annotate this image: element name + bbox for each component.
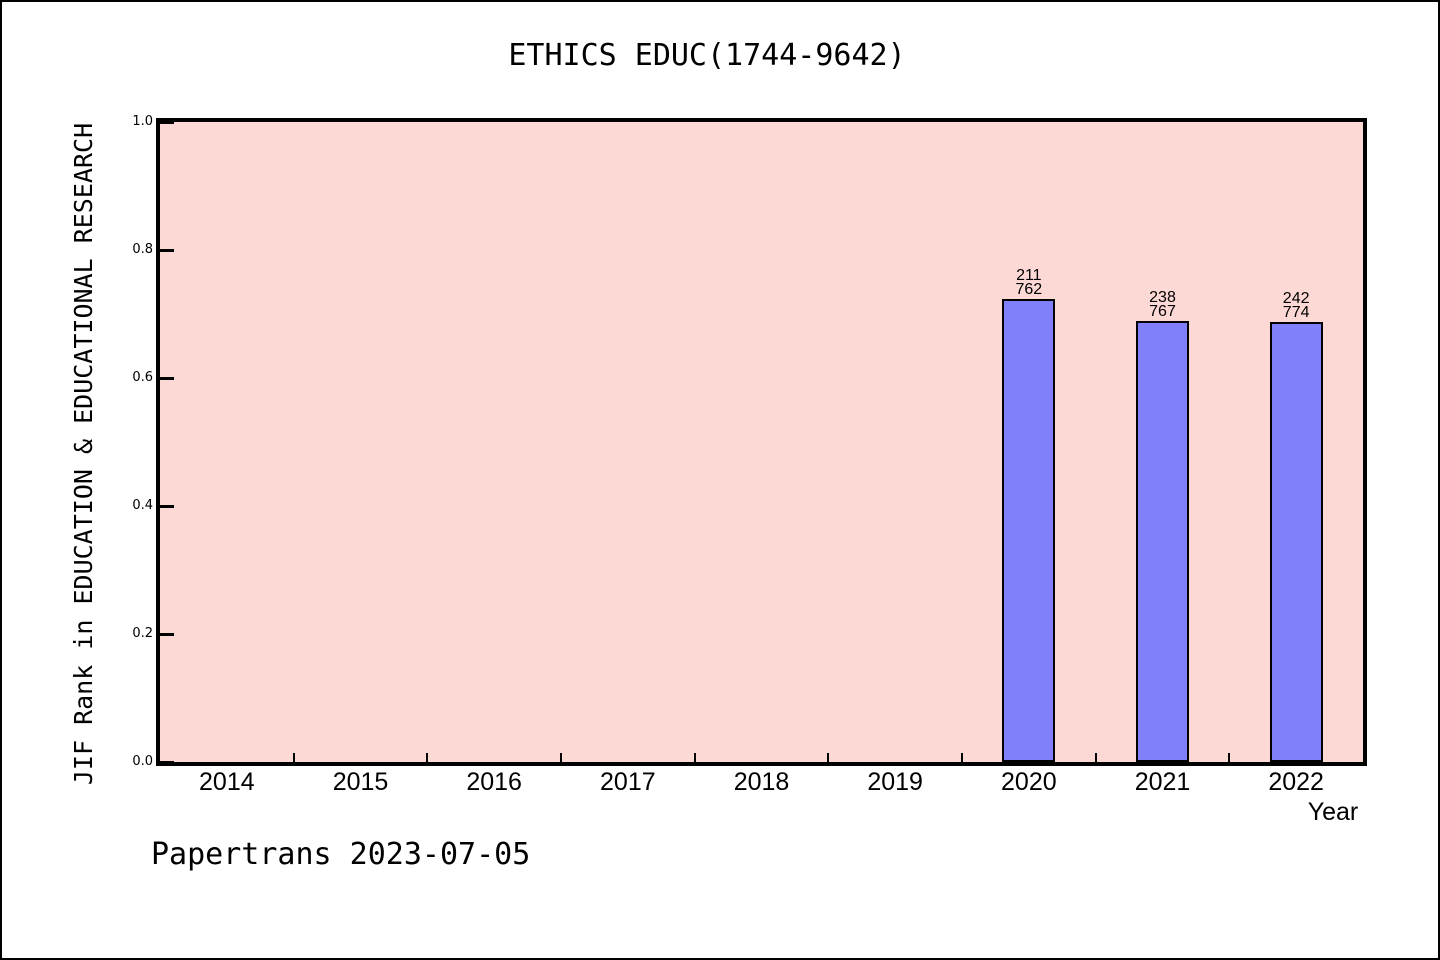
bar-value-label-2022: 242 774 — [1236, 290, 1356, 322]
x-tick-mark — [292, 753, 295, 762]
x-tick-label: 2019 — [867, 768, 923, 796]
bar-2021 — [1136, 320, 1189, 762]
y-tick-mark — [160, 120, 174, 124]
bar-value-label-2021: 238 767 — [1103, 288, 1223, 320]
y-tick-mark — [160, 632, 174, 636]
x-tick-mark — [1094, 753, 1097, 762]
x-tick-mark — [827, 753, 830, 762]
x-tick-label: 2021 — [1134, 768, 1191, 796]
x-tick-label: 2020 — [1001, 768, 1057, 796]
watermark-text: Papertrans 2023-07-05 — [151, 837, 531, 872]
x-tick-label: 2014 — [199, 768, 255, 796]
x-tick-mark — [961, 753, 963, 762]
y-tick-label: 0.4 — [132, 498, 153, 513]
bar-value-label-2020: 211 762 — [969, 267, 1089, 299]
y-tick-mark — [160, 376, 174, 380]
y-tick-label: 0.0 — [132, 754, 153, 769]
bar-2020 — [1002, 299, 1056, 762]
bar-label-line: 767 — [1149, 302, 1176, 320]
x-tick-label: 2022 — [1268, 768, 1324, 796]
bar-2022 — [1269, 322, 1323, 762]
x-axis-label: Year — [1307, 798, 1359, 826]
y-tick-label: 1.0 — [132, 114, 153, 129]
chart-title: ETHICS EDUC(1744-9642) — [508, 38, 906, 73]
x-tick-mark — [1228, 753, 1231, 762]
y-tick-label: 0.6 — [132, 370, 153, 385]
y-tick-mark — [160, 504, 174, 508]
y-tick-mark — [160, 248, 174, 252]
x-tick-mark — [560, 753, 562, 762]
y-axis-label: JIF Rank in EDUCATION & EDUCATIONAL RESE… — [69, 122, 98, 786]
plot-area: 211 762 238 767 242 774 — [156, 118, 1367, 766]
y-tick-label: 0.8 — [132, 242, 153, 257]
bar-label-line: 211 — [1016, 267, 1042, 285]
x-tick-label: 2016 — [466, 768, 522, 796]
x-tick-label: 2018 — [733, 768, 790, 796]
bar-label-line: 238 — [1149, 288, 1176, 306]
bar-label-line: 242 — [1282, 290, 1310, 308]
y-tick-label: 0.2 — [132, 626, 153, 641]
x-tick-label: 2015 — [332, 768, 389, 796]
bar-label-line: 762 — [1015, 281, 1043, 299]
x-tick-mark — [693, 753, 696, 762]
y-tick-mark — [160, 760, 174, 764]
x-tick-mark — [426, 753, 429, 762]
x-tick-label: 2017 — [600, 768, 656, 796]
bar-label-line: 774 — [1282, 304, 1310, 322]
